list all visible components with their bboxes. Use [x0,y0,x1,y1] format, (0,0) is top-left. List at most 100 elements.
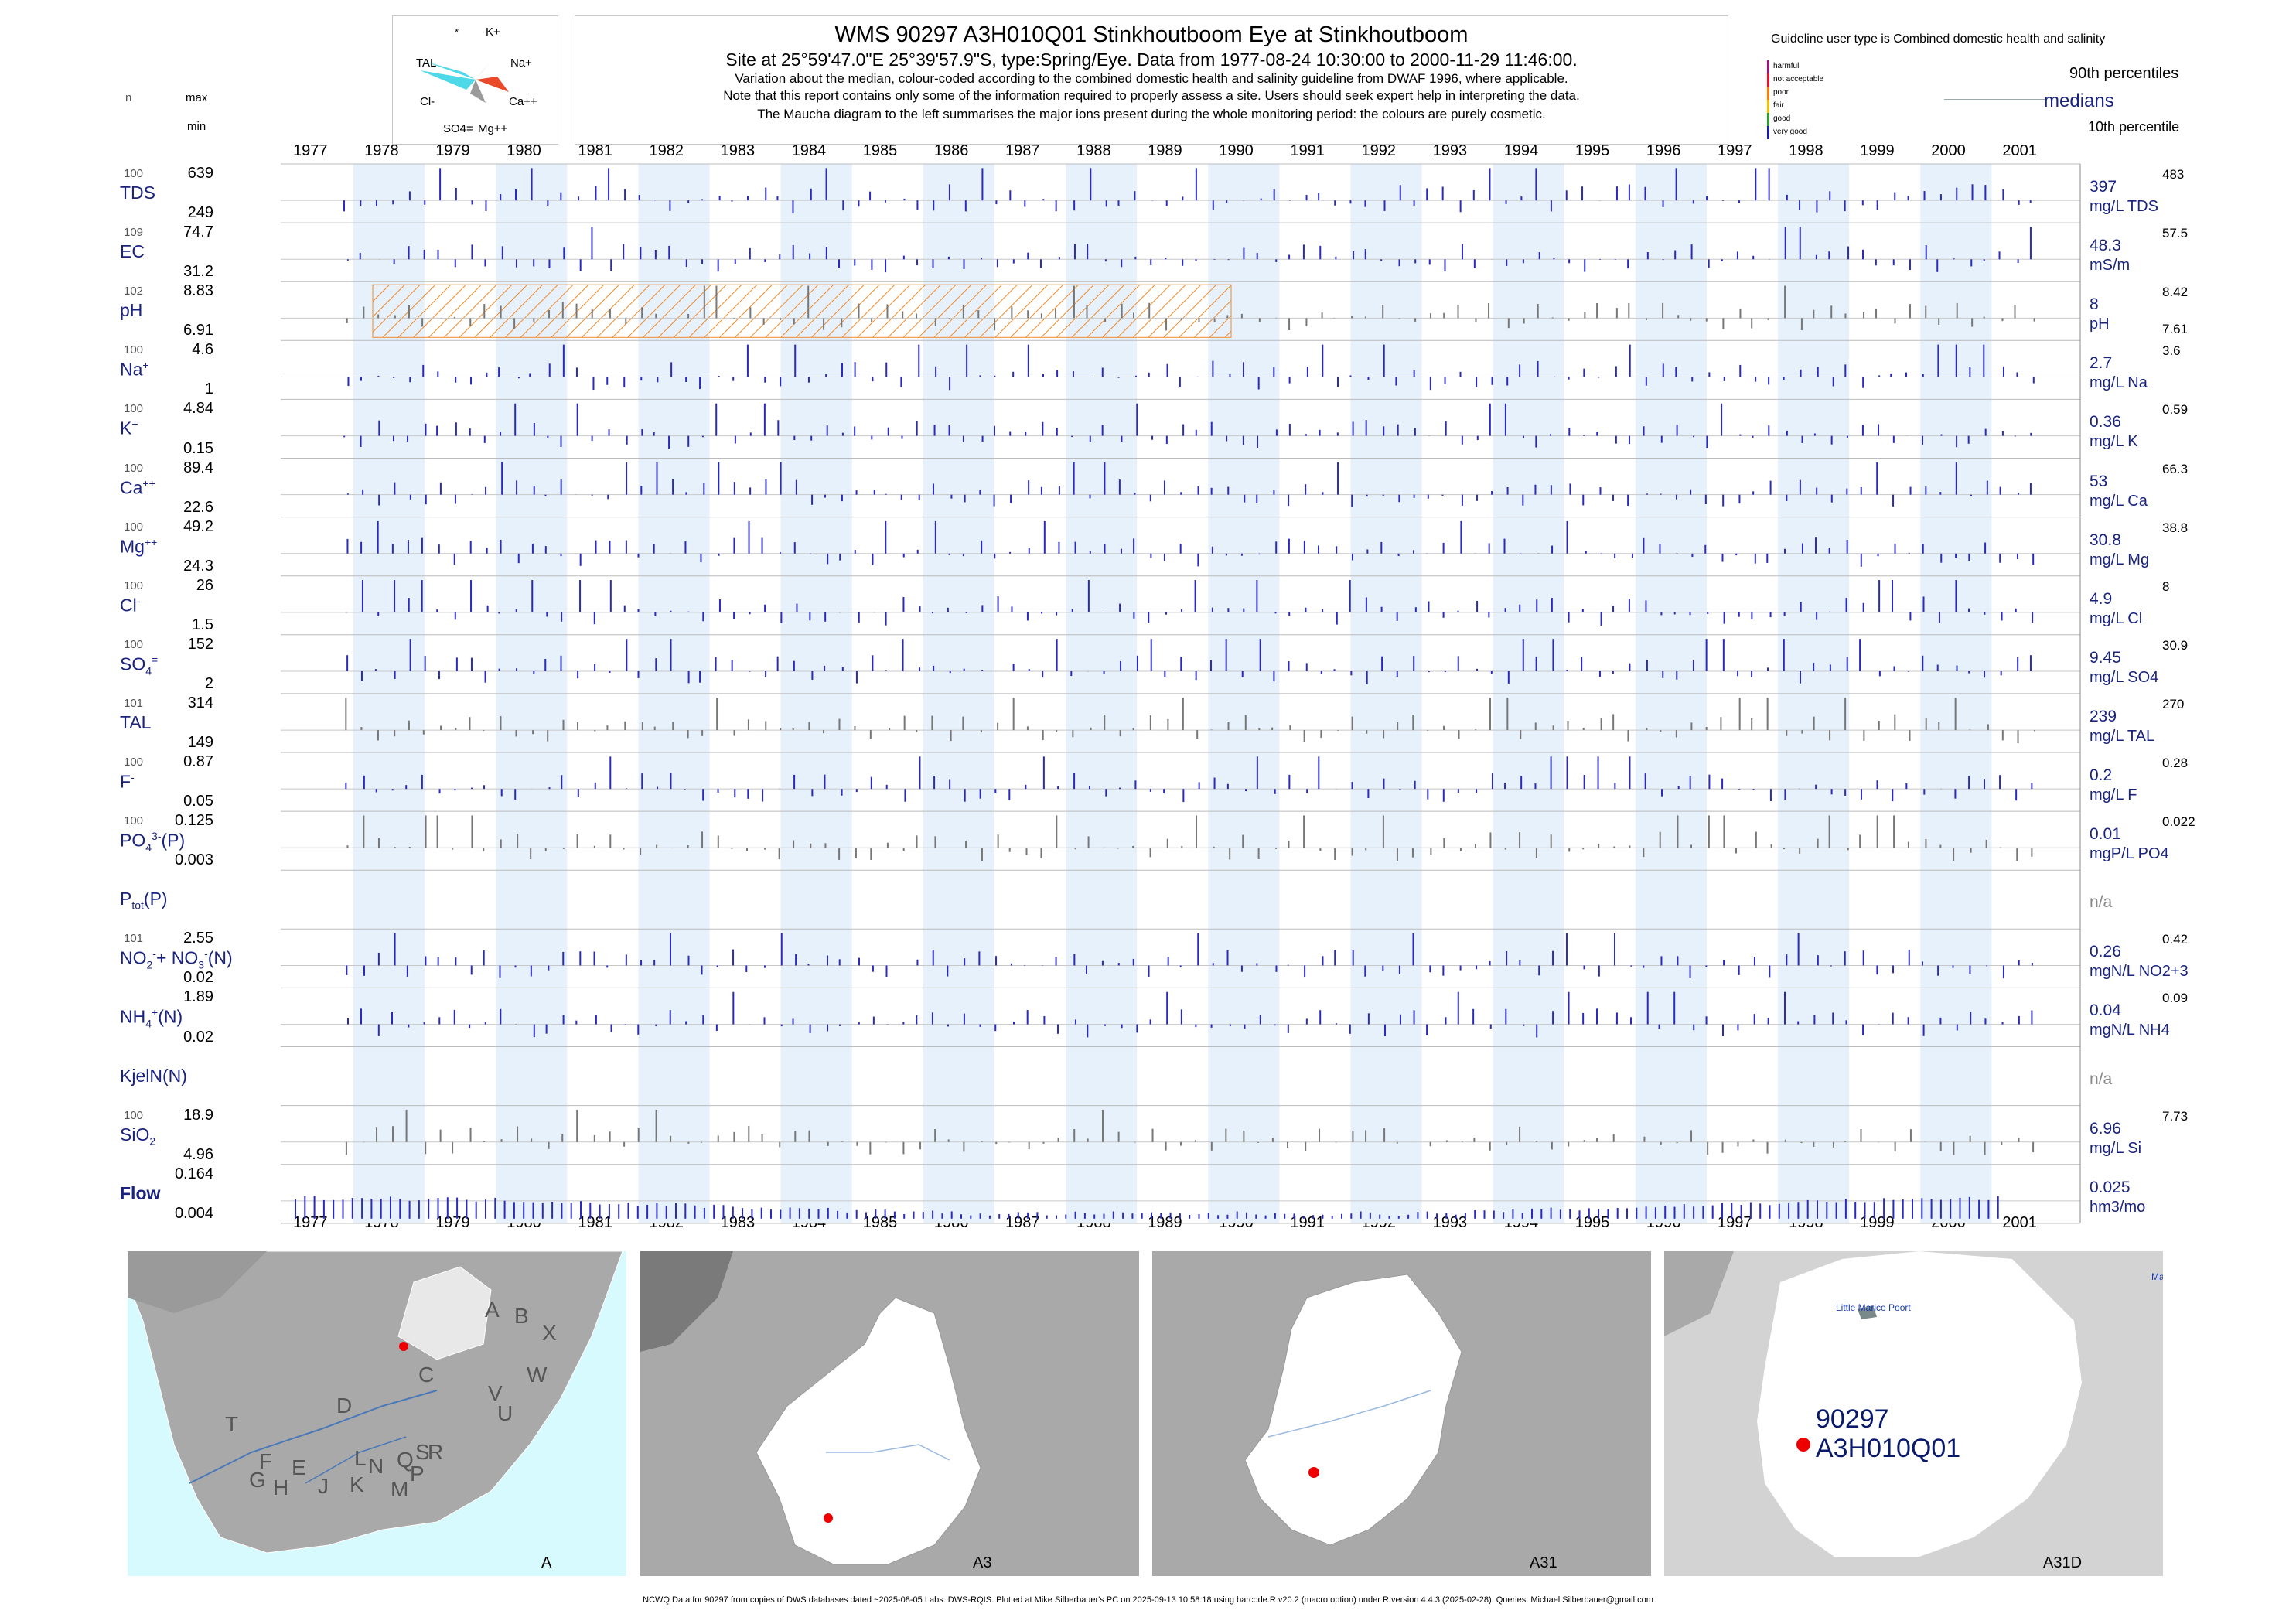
panel-max: 314 [187,694,213,711]
panel-min: 31.2 [183,263,213,281]
panel-na: n/a [2090,893,2113,912]
panel-median: 6.96 [2090,1119,2121,1138]
param-sub: 2 [149,1134,156,1148]
panel-unit: hm3/mo [2090,1198,2146,1216]
param-sup: - [152,947,156,960]
ph-hatched-region [372,284,1232,338]
panel-unit: mgP/L PO4 [2090,845,2169,863]
year-label-bottom: 1989 [1148,1214,1182,1231]
panel-p90: 0.28 [2162,756,2189,770]
map-a-letter: E [292,1455,306,1479]
param-suffix: + NO [155,947,199,968]
year-label-top: 1996 [1646,142,1681,159]
map-a-svg [128,1251,623,1554]
panel-max: 18.9 [183,1106,213,1124]
maucha-svg: * K+ TAL Na+ Cl- Ca++ SO4= Mg++ [416,26,537,135]
year-label-bottom: 1997 [1718,1214,1752,1231]
map-a31d-svg [1664,1251,2082,1557]
param-sup: + [152,1006,159,1019]
map-a-letter: T [225,1412,239,1436]
panel-min: 249 [187,204,213,222]
panel-max: 2.55 [183,930,213,947]
panel-param-label: TAL [120,712,151,733]
map-a31-basin [1244,1274,1462,1546]
panel-median: 0.2 [2090,766,2113,784]
panel-unit: mg/L Mg [2090,551,2150,568]
param-name: Na [120,359,143,380]
map-a31d-dark [1664,1251,1734,1336]
map-a3-label: A3 [973,1554,992,1571]
param-sup-2: - [204,947,208,960]
panel-median: 8 [2090,295,2099,314]
panel-n: 109 [124,226,144,240]
header-max: max [186,91,208,104]
maucha-label-so4: SO4= [443,122,473,135]
panel-median: 48.3 [2090,237,2121,255]
map-a-river-2 [305,1436,407,1484]
panel-n: 100 [124,402,144,416]
map-a3-svg [640,1251,981,1565]
map-a31-river [1267,1390,1431,1438]
panel-p90: 0.42 [2162,932,2189,947]
panel-min: 4.96 [183,1145,213,1163]
map-a3-site-dot [824,1513,833,1523]
panel-median: 0.04 [2090,1001,2121,1020]
year-label-top: 1994 [1503,142,1539,159]
panel-min: 0.004 [174,1204,213,1222]
chart-area: 1977 1978 1979 1980 1981 1982 1983 1984 1985 1986… [120,142,2195,1231]
year-label-bottom: 1993 [1432,1214,1468,1231]
year-label-bottom: 1999 [1860,1214,1895,1231]
panel-max: 1.89 [183,988,213,1006]
maucha-label-k: K+ [486,26,500,39]
panel-param-label: KjelN(N) [120,1066,187,1087]
panel-min: 0.02 [183,969,213,987]
guideline-level-label: very good [1773,128,1807,136]
panel-max: 26 [196,576,213,594]
title-note-3: The Maucha diagram to the left summarise… [757,107,1546,121]
year-label-bottom: 1991 [1290,1214,1325,1231]
map-a-letter: K [350,1472,364,1496]
title-box: WMS 90297 A3H010Q01 Stinkhoutboom Eye at… [575,15,1728,145]
panel-min: 2 [204,674,213,692]
panel-max: 89.4 [183,459,213,476]
guideline-level-label: good [1773,114,1791,123]
title-note-1: Variation about the median, colour-coded… [735,71,1568,86]
panel-unit: mg/L Si [2090,1139,2142,1157]
param-sub: 2 [146,958,153,971]
panel-p10: 7.61 [2162,322,2189,337]
panel-param-label: F- [120,771,135,793]
maucha-label-star: * [455,26,459,38]
map-a31d-site-code: A3H010Q01 [1816,1434,1961,1463]
panel-unit: mg/L Na [2090,374,2148,392]
panel-param-label: PO43-(P) [120,830,185,853]
panel-median: 239 [2090,707,2117,725]
panel-min: 6.91 [183,322,213,339]
map-a-letter: P [410,1462,425,1486]
map-a-letter: N [368,1454,384,1478]
map-a31d-basin [1757,1251,2082,1557]
panel-p90: 66.3 [2162,461,2189,476]
panel-param-label: SiO2 [120,1124,155,1148]
map-a-river [189,1390,438,1484]
guideline-level-label: fair [1773,101,1784,110]
param-sub: 4 [145,664,152,677]
panel-n: 100 [124,756,144,769]
panel-unit: mg/L Ca [2090,492,2148,510]
panel-unit: mg/L TDS [2090,198,2158,215]
panel-max: 74.7 [183,223,213,241]
param-sub: 4 [145,841,152,854]
page-title: WMS 90297 A3H010Q01 Stinkhoutboom Eye at… [834,22,1469,47]
panel-median: 9.45 [2090,648,2121,667]
panel-unit: mgN/L NO2+3 [2090,963,2189,981]
param-sup: 3- [152,830,162,843]
map-a31-label: A31 [1530,1554,1557,1571]
panel-p90: 483 [2162,167,2185,182]
map-a31d-site-dot [1796,1438,1810,1452]
year-label-top: 1998 [1789,142,1823,159]
panel-median: 53 [2090,472,2108,490]
map-a31d-site-id: 90297 [1816,1404,1889,1434]
maucha-ion-mg [470,80,486,103]
maucha-ion-k [476,63,490,80]
param-name: SiO [120,1124,150,1145]
